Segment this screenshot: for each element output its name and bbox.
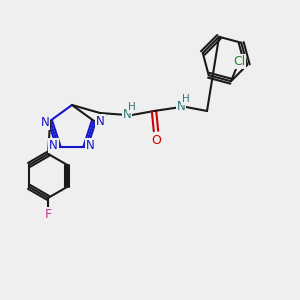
- Text: H: H: [182, 94, 190, 104]
- Text: N: N: [177, 100, 185, 113]
- Text: N: N: [41, 116, 50, 129]
- Text: N: N: [49, 139, 58, 152]
- Text: N: N: [95, 116, 104, 128]
- Text: N: N: [123, 109, 131, 122]
- Text: H: H: [128, 102, 136, 112]
- Text: N: N: [86, 139, 95, 152]
- Text: F: F: [45, 208, 52, 221]
- Text: O: O: [151, 134, 161, 146]
- Text: Cl: Cl: [233, 55, 245, 68]
